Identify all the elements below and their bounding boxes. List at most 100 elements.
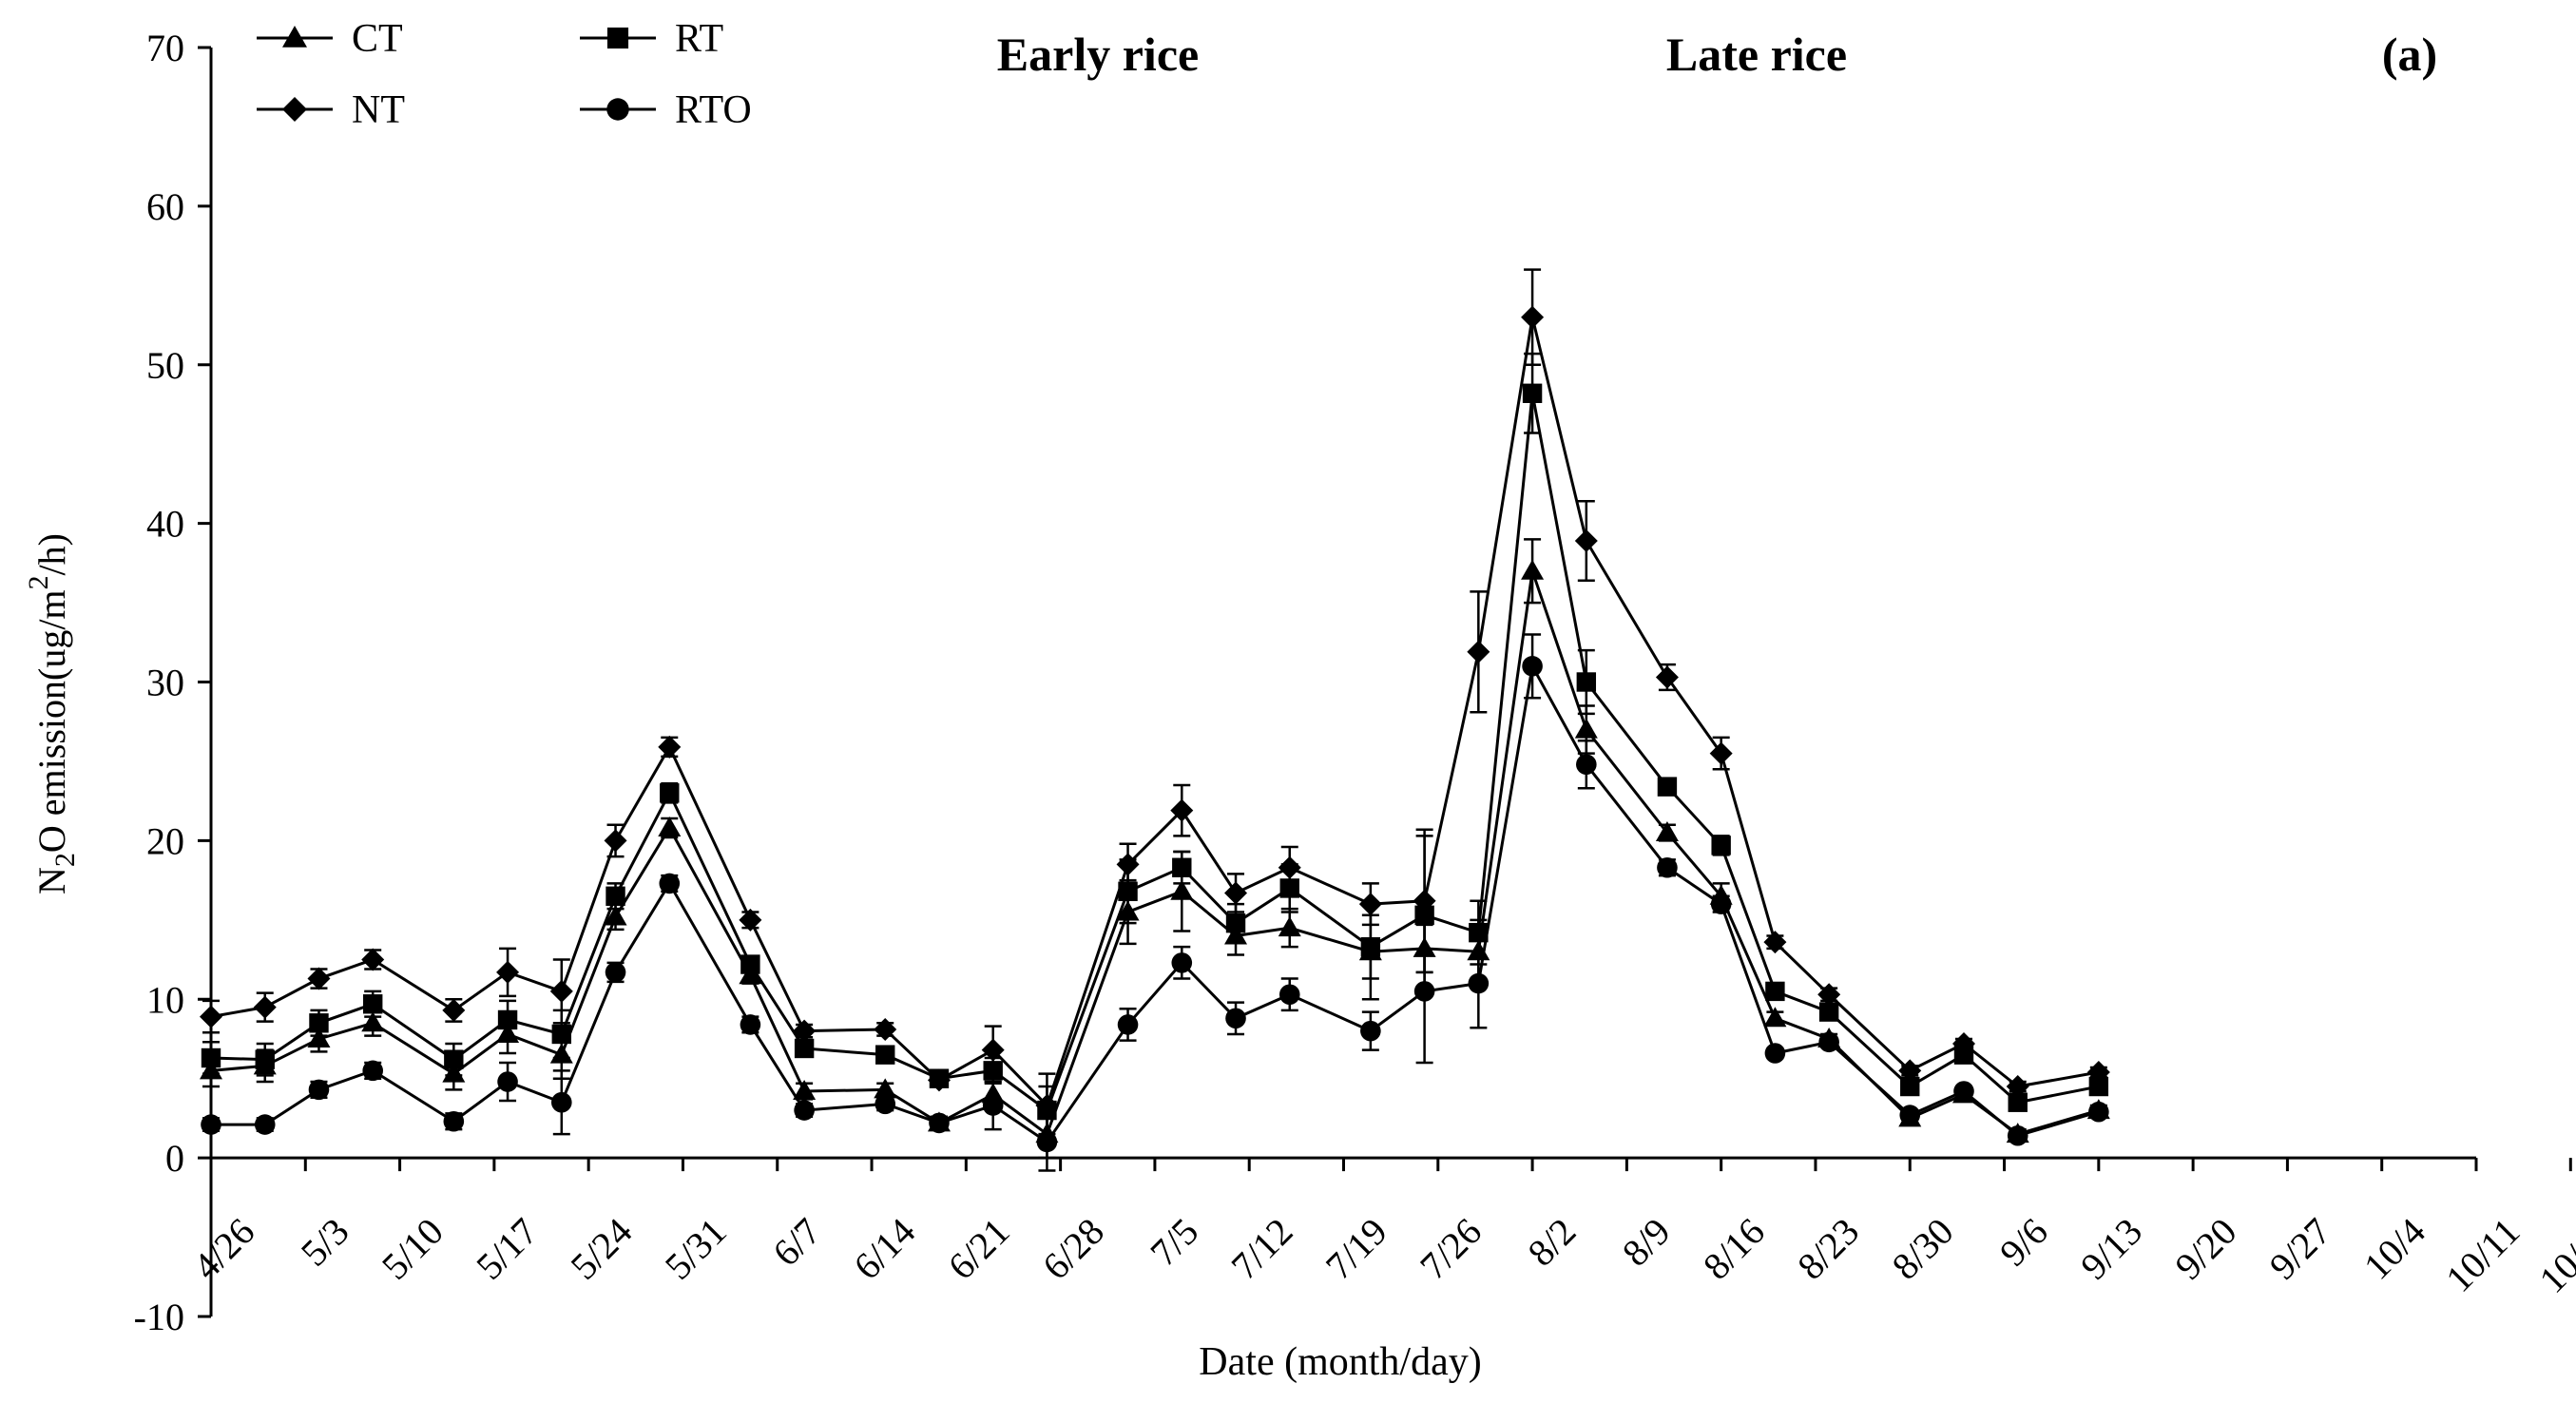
data-point bbox=[793, 1019, 817, 1043]
data-point bbox=[1574, 529, 1598, 552]
x-tick-label: 5/3 bbox=[293, 1210, 357, 1275]
x-tick-label: 9/6 bbox=[1991, 1210, 2056, 1275]
data-point bbox=[1413, 981, 1435, 1002]
x-tick-label: 9/13 bbox=[2072, 1210, 2150, 1288]
data-point bbox=[1763, 1007, 1787, 1028]
x-axis-title: Date (month/day) bbox=[1199, 1340, 1481, 1384]
data-point bbox=[1278, 984, 1300, 1006]
legend-marker bbox=[282, 97, 307, 122]
data-point bbox=[309, 1013, 329, 1033]
legend-item-rto: RTO bbox=[580, 88, 752, 132]
data-point bbox=[1898, 1059, 1922, 1083]
data-point bbox=[1521, 305, 1545, 329]
data-point bbox=[1763, 931, 1787, 954]
data-point bbox=[740, 1014, 761, 1035]
data-point bbox=[1818, 1031, 1839, 1053]
data-point bbox=[2086, 1061, 2110, 1085]
data-point bbox=[982, 1095, 1004, 1116]
axes: -10 0 10 20 30 40 50 60 70 4/26 5/3 5/10 5/17 5/24 5/3… bbox=[134, 27, 2576, 1338]
legend-item-ct: CT bbox=[257, 17, 403, 61]
y-tick-label: -10 bbox=[134, 1296, 184, 1338]
x-tick-label: 7/5 bbox=[1142, 1210, 1206, 1275]
x-tick-label: 5/24 bbox=[562, 1210, 640, 1288]
data-point bbox=[1657, 777, 1678, 797]
data-point bbox=[307, 967, 331, 990]
data-point bbox=[874, 1017, 897, 1041]
data-point bbox=[1170, 798, 1194, 822]
x-tick-label: 6/14 bbox=[845, 1210, 923, 1288]
x-tick-label: 7/19 bbox=[1317, 1210, 1395, 1288]
data-point bbox=[1711, 836, 1731, 855]
data-point bbox=[1358, 893, 1382, 916]
data-point bbox=[442, 998, 466, 1022]
y-tick-label: 10 bbox=[146, 978, 184, 1021]
data-point bbox=[361, 1011, 385, 1032]
data-point bbox=[2088, 1101, 2109, 1123]
data-point bbox=[1171, 952, 1193, 973]
data-point bbox=[874, 1078, 897, 1099]
x-tick-label: 6/7 bbox=[764, 1210, 829, 1275]
y-axis-title: N2O emission(ug/m2/h) bbox=[23, 533, 81, 894]
y-tick-label: 20 bbox=[146, 819, 184, 862]
data-point bbox=[1710, 894, 1732, 914]
series-nt bbox=[200, 268, 2110, 1139]
y-tick-label: 50 bbox=[146, 344, 184, 387]
data-point bbox=[1224, 881, 1248, 905]
data-point bbox=[1657, 856, 1678, 878]
plot-area bbox=[200, 268, 2110, 1172]
legend-marker bbox=[606, 27, 629, 49]
data-point bbox=[1522, 656, 1543, 677]
x-tick-label: 7/26 bbox=[1412, 1210, 1490, 1288]
data-point bbox=[1522, 383, 1543, 403]
data-point bbox=[1576, 672, 1597, 692]
x-tick-label: 7/12 bbox=[1222, 1210, 1300, 1288]
series-rto bbox=[201, 633, 2109, 1172]
data-point bbox=[740, 954, 760, 974]
data-point bbox=[606, 886, 625, 906]
x-tick-label: 6/21 bbox=[940, 1210, 1018, 1288]
data-point bbox=[1118, 881, 1138, 901]
data-point bbox=[1655, 821, 1679, 842]
data-point bbox=[604, 829, 627, 853]
data-point bbox=[1413, 889, 1436, 913]
data-point bbox=[659, 873, 681, 894]
data-point bbox=[253, 995, 277, 1019]
series-line bbox=[211, 662, 2100, 1144]
legend-marker bbox=[282, 26, 307, 48]
legend-item-rt: RT bbox=[580, 17, 723, 61]
data-point bbox=[2008, 1092, 2028, 1112]
data-point bbox=[1521, 559, 1545, 580]
data-point bbox=[658, 817, 682, 837]
data-point bbox=[1817, 983, 1841, 1007]
annotation-early-rice: Early rice bbox=[997, 28, 1199, 81]
data-point bbox=[361, 948, 385, 971]
data-point bbox=[1764, 1043, 1786, 1064]
x-tick-label: 8/16 bbox=[1695, 1210, 1773, 1288]
x-tick-label: 9/27 bbox=[2261, 1210, 2339, 1288]
x-tick-label: 8/30 bbox=[1884, 1210, 1962, 1288]
data-point bbox=[1116, 853, 1140, 876]
data-point bbox=[793, 1080, 817, 1101]
data-point bbox=[1899, 1105, 1921, 1125]
data-point bbox=[1170, 879, 1194, 900]
data-point bbox=[497, 1009, 518, 1030]
data-point bbox=[1953, 1081, 1974, 1102]
data-point bbox=[363, 994, 383, 1014]
data-point bbox=[1818, 1002, 1839, 1022]
data-point bbox=[1467, 640, 1490, 663]
legend-label: RTO bbox=[675, 88, 752, 132]
data-point bbox=[605, 962, 626, 983]
data-point bbox=[549, 979, 573, 1003]
legend-marker bbox=[606, 98, 629, 121]
data-point bbox=[496, 960, 520, 984]
data-point bbox=[1576, 754, 1597, 776]
data-point bbox=[2088, 1076, 2109, 1097]
data-point bbox=[254, 1114, 276, 1135]
legend-item-nt: NT bbox=[257, 88, 405, 132]
x-tick-label: 6/28 bbox=[1034, 1210, 1112, 1288]
x-tick-label: 4/26 bbox=[184, 1210, 262, 1288]
data-point bbox=[497, 1071, 518, 1092]
data-point bbox=[443, 1110, 465, 1132]
data-point bbox=[551, 1024, 571, 1045]
